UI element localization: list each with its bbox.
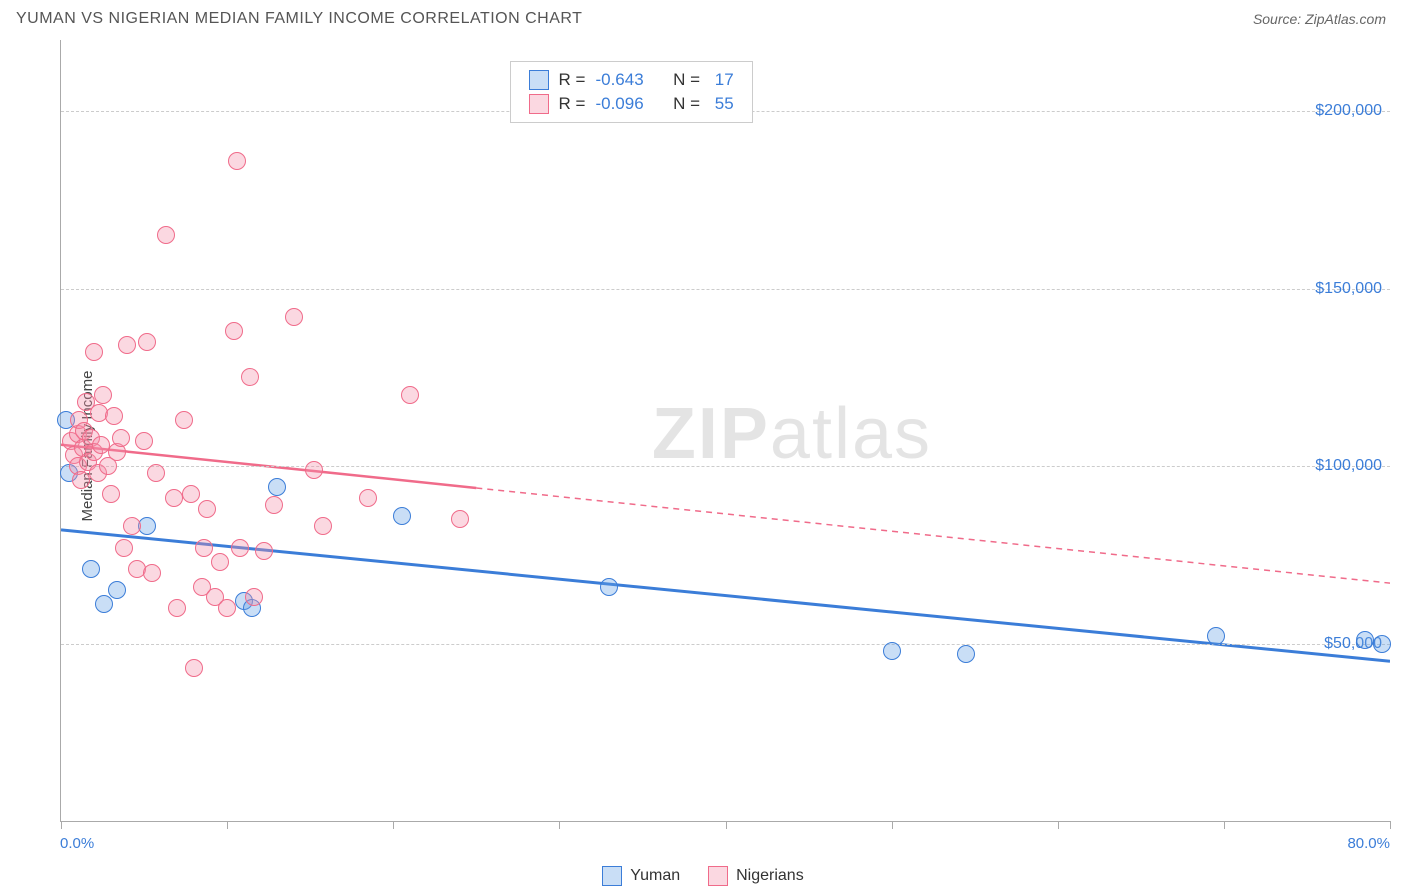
r-label: R = [559, 94, 586, 114]
data-point [112, 429, 130, 447]
n-label: N = [673, 94, 700, 114]
gridline [61, 644, 1390, 645]
legend-swatch-yuman [602, 866, 622, 886]
x-axis-max-label: 80.0% [1347, 835, 1390, 852]
n-value: 17 [710, 70, 734, 90]
data-point [1356, 631, 1374, 649]
data-point [182, 485, 200, 503]
legend-label-yuman: Yuman [630, 867, 680, 885]
data-point [94, 386, 112, 404]
data-point [95, 595, 113, 613]
data-point [218, 599, 236, 617]
data-point [72, 471, 90, 489]
data-point [1207, 627, 1225, 645]
data-point [135, 432, 153, 450]
trend-lines-svg [61, 40, 1390, 821]
data-point [225, 322, 243, 340]
data-point [268, 478, 286, 496]
gridline [61, 466, 1390, 467]
plot-area: $50,000$100,000$150,000$200,000ZIPatlas … [60, 40, 1390, 822]
data-point [600, 578, 618, 596]
data-point [115, 539, 133, 557]
data-point [883, 642, 901, 660]
data-point [195, 539, 213, 557]
data-point [401, 386, 419, 404]
x-tick [393, 821, 394, 829]
r-value: -0.096 [595, 94, 643, 114]
data-point [228, 152, 246, 170]
x-tick [61, 821, 62, 829]
correlation-row: R = -0.096 N = 55 [529, 92, 734, 116]
data-point [241, 368, 259, 386]
data-point [285, 308, 303, 326]
data-point [231, 539, 249, 557]
x-tick [559, 821, 560, 829]
r-value: -0.643 [595, 70, 643, 90]
data-point [105, 407, 123, 425]
x-tick [227, 821, 228, 829]
legend-swatch [529, 70, 549, 90]
watermark: ZIPatlas [652, 393, 932, 475]
y-tick-label: $100,000 [1315, 457, 1382, 475]
data-point [185, 659, 203, 677]
n-value: 55 [710, 94, 734, 114]
data-point [147, 464, 165, 482]
correlation-legend: R = -0.643 N = 17 R = -0.096 N = 55 [510, 61, 753, 123]
data-point [102, 485, 120, 503]
y-tick-label: $150,000 [1315, 280, 1382, 298]
source-label: Source: ZipAtlas.com [1253, 11, 1386, 27]
data-point [108, 581, 126, 599]
y-tick-label: $200,000 [1315, 102, 1382, 120]
data-point [143, 564, 161, 582]
data-point [198, 500, 216, 518]
data-point [393, 507, 411, 525]
data-point [245, 588, 263, 606]
data-point [1373, 635, 1391, 653]
legend-item-yuman: Yuman [602, 866, 680, 886]
x-tick [1224, 821, 1225, 829]
data-point [451, 510, 469, 528]
data-point [359, 489, 377, 507]
n-label: N = [673, 70, 700, 90]
data-point [165, 489, 183, 507]
chart-title: YUMAN VS NIGERIAN MEDIAN FAMILY INCOME C… [16, 10, 582, 28]
x-tick [892, 821, 893, 829]
data-point [123, 517, 141, 535]
legend-swatch-nigerians [708, 866, 728, 886]
data-point [92, 436, 110, 454]
data-point [138, 333, 156, 351]
x-tick [726, 821, 727, 829]
gridline [61, 289, 1390, 290]
data-point [175, 411, 193, 429]
bottom-legend: Yuman Nigerians [0, 866, 1406, 886]
data-point [82, 560, 100, 578]
data-point [118, 336, 136, 354]
data-point [157, 226, 175, 244]
legend-item-nigerians: Nigerians [708, 866, 804, 886]
correlation-row: R = -0.643 N = 17 [529, 68, 734, 92]
data-point [211, 553, 229, 571]
data-point [314, 517, 332, 535]
data-point [168, 599, 186, 617]
data-point [265, 496, 283, 514]
data-point [957, 645, 975, 663]
x-tick [1058, 821, 1059, 829]
chart-area: Median Family Income $50,000$100,000$150… [16, 40, 1390, 852]
legend-label-nigerians: Nigerians [736, 867, 804, 885]
r-label: R = [559, 70, 586, 90]
data-point [305, 461, 323, 479]
legend-swatch [529, 94, 549, 114]
data-point [255, 542, 273, 560]
x-axis-min-label: 0.0% [60, 835, 94, 852]
x-tick [1390, 821, 1391, 829]
data-point [85, 343, 103, 361]
